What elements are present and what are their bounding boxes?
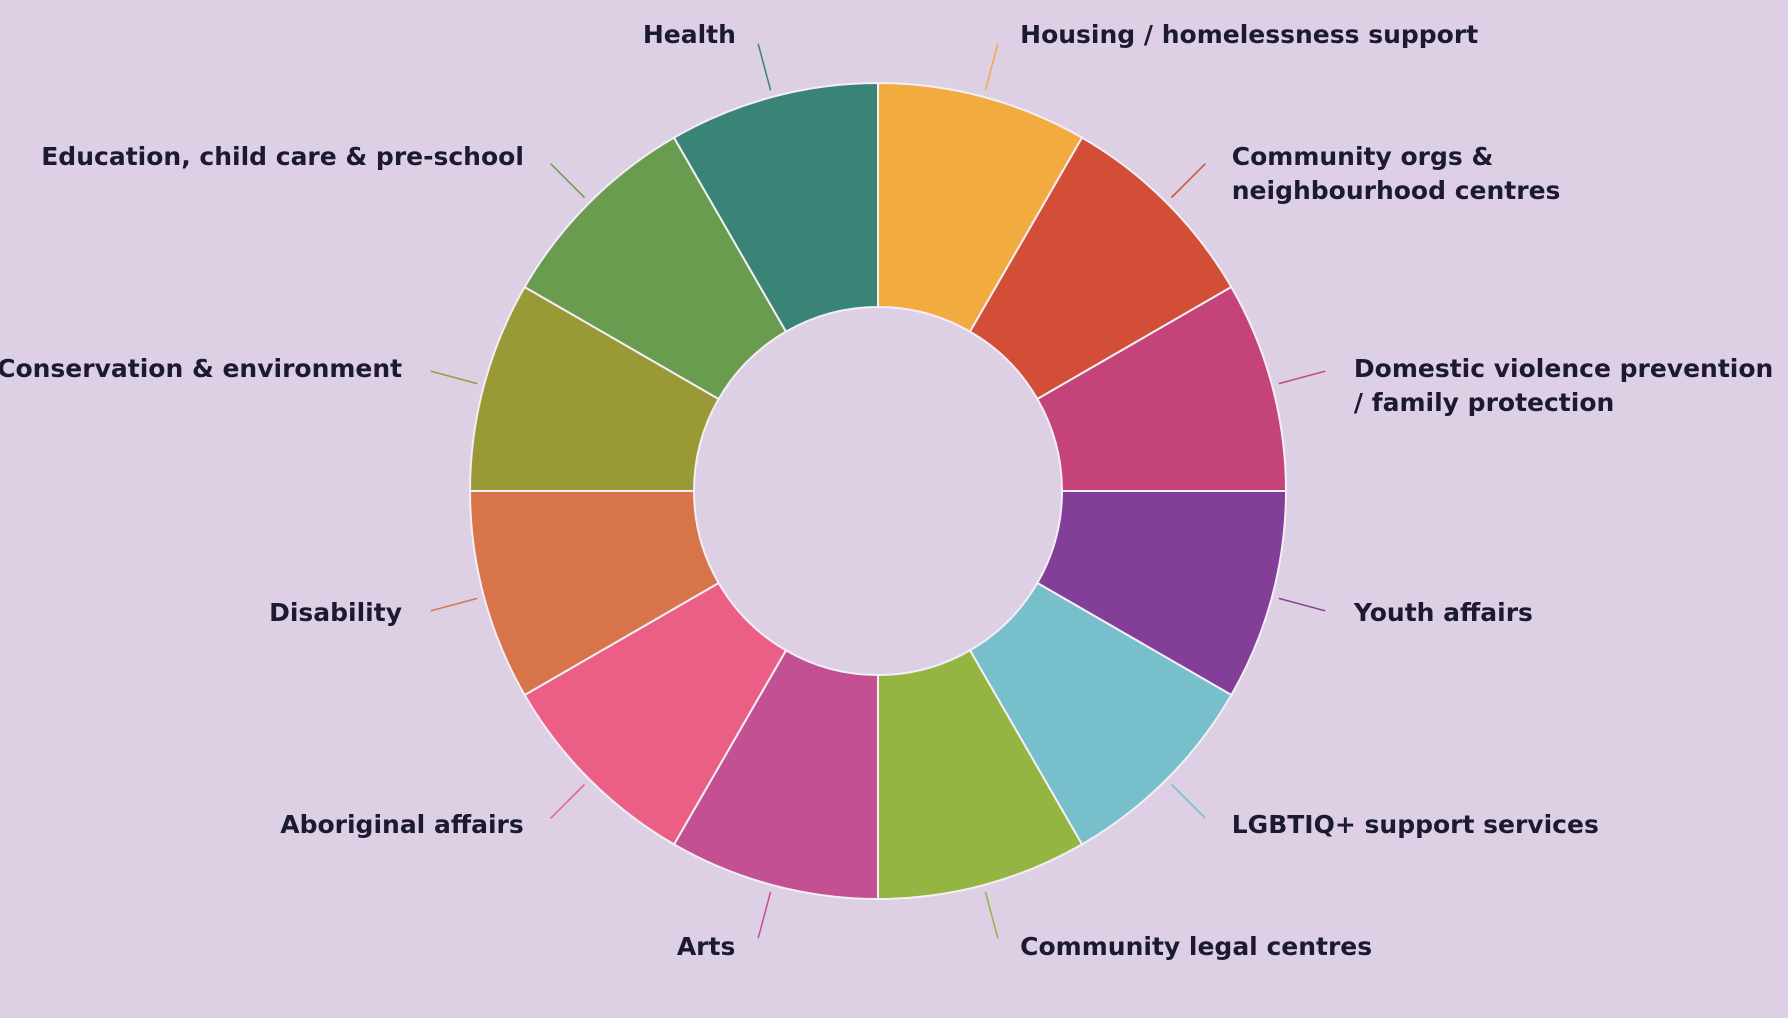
slice-label: Community legal centres — [1020, 931, 1373, 961]
slice-label: Arts — [676, 931, 736, 961]
leader-line — [757, 43, 772, 91]
leader-line — [430, 370, 478, 385]
slice-label: LGBTIQ+ support services — [1231, 809, 1599, 839]
slice-label: Housing / homelessness support — [1020, 20, 1479, 50]
slice-label: Conservation & environment — [0, 353, 403, 383]
leader-line — [1170, 783, 1206, 819]
slice-label: Education, child care & pre-school — [41, 142, 524, 172]
donut-slice — [672, 81, 879, 334]
leader-line — [757, 891, 772, 939]
leader-line — [1278, 370, 1326, 385]
leader-line — [1170, 163, 1206, 199]
slice-label: Aboriginal affairs — [280, 809, 524, 839]
slice-label: Community orgs & neighbourhood centres — [1231, 142, 1561, 206]
leader-line — [984, 891, 999, 939]
leader-line — [430, 597, 478, 612]
slice-label: Domestic violence prevention / family pr… — [1353, 353, 1774, 417]
slice-label: Youth affairs — [1353, 598, 1533, 628]
leader-line — [1278, 597, 1326, 612]
leader-line — [550, 783, 586, 819]
slice-label: Health — [642, 20, 736, 50]
slice-label: Disability — [269, 598, 403, 628]
leader-line — [550, 163, 586, 199]
leader-line — [984, 43, 999, 91]
